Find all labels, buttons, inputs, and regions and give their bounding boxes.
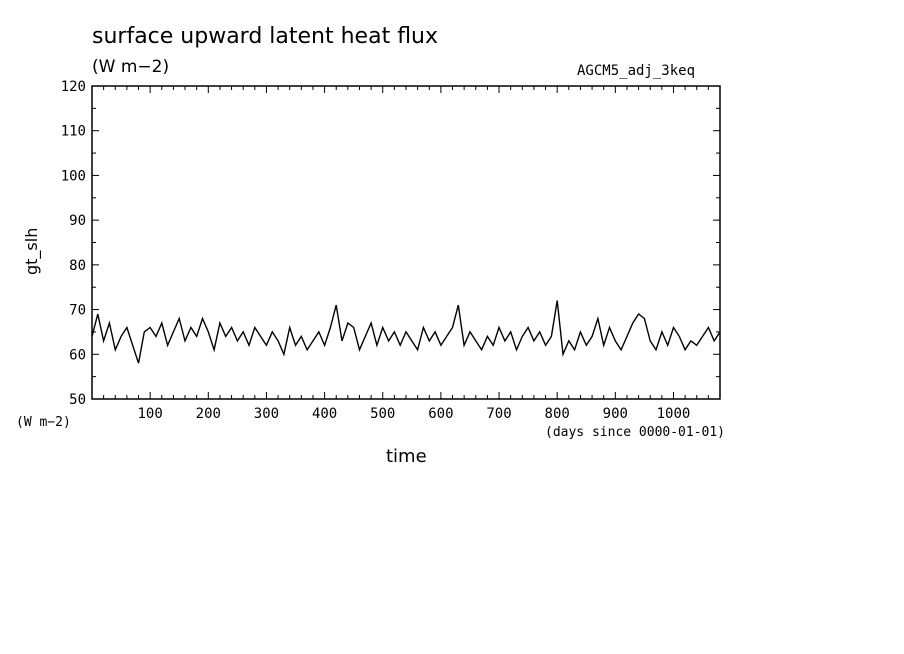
chart-subtitle-units: (W m−2) [92,57,170,77]
x-tick-label: 1000 [657,406,691,422]
x-tick-label: 300 [254,406,279,422]
y-tick-label: 110 [61,124,86,140]
y-tick-label: 90 [69,213,86,229]
series-line [91,300,721,364]
x-tick-label: 400 [312,406,337,422]
x-axis-label: time [386,446,427,467]
x-tick-label: 800 [545,406,570,422]
plot-frame [91,85,721,400]
x-tick-label: 100 [137,406,162,422]
x-tick-label: 600 [428,406,453,422]
y-unit-note: (W m−2) [16,415,71,430]
y-tick-label: 70 [69,303,86,319]
chart-title: surface upward latent heat flux [92,24,439,49]
run-label: AGCM5_adj_3keq [577,63,696,79]
y-tick-label: 120 [61,79,86,95]
y-tick-label: 50 [69,392,86,408]
x-tick-label: 500 [370,406,395,422]
x-tick-label: 900 [603,406,628,422]
x-unit-note: (days since 0000-01-01) [545,425,726,440]
x-tick-label: 200 [196,406,221,422]
y-tick-label: 80 [69,258,86,274]
x-tick-label: 700 [486,406,511,422]
y-tick-label: 60 [69,347,86,363]
y-tick-label: 100 [61,168,86,184]
